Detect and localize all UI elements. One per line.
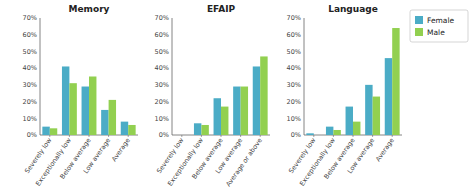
bar	[326, 127, 333, 135]
y-tick-label: 20%	[155, 98, 169, 106]
x-tick	[372, 135, 373, 137]
legend-swatch	[415, 28, 423, 36]
bar	[109, 100, 116, 135]
bar	[253, 66, 260, 135]
bar	[194, 123, 201, 135]
bar	[174, 135, 181, 136]
bar	[333, 130, 340, 135]
bar	[101, 110, 108, 135]
y-tick-label: 40%	[23, 64, 37, 72]
y-tick-label: 60%	[23, 31, 37, 39]
bar	[233, 87, 240, 135]
legend: Female Male	[410, 10, 468, 42]
x-tick-label: Low average	[82, 137, 112, 176]
bar	[365, 85, 372, 135]
panel: Memory0%10%20%30%40%50%60%70%Severely lo…	[23, 4, 138, 188]
bar	[346, 107, 353, 135]
panel: EFAIP0%10%20%30%40%50%60%70%Severely low…	[155, 4, 270, 188]
x-tick	[181, 135, 182, 137]
y-tick-label: 50%	[155, 48, 169, 56]
bar	[62, 66, 69, 135]
bar	[392, 28, 399, 135]
x-tick	[128, 135, 129, 137]
bar	[221, 107, 228, 135]
x-tick-label: Low average	[346, 137, 376, 176]
x-tick	[69, 135, 70, 137]
bars	[306, 28, 399, 135]
y-tick-label: 40%	[155, 64, 169, 72]
y-tick-label: 70%	[155, 14, 169, 22]
y-tick-label: 20%	[23, 98, 37, 106]
y-axis	[40, 18, 41, 135]
y-tick-label: 50%	[23, 48, 37, 56]
x-tick-label: Average	[110, 137, 132, 163]
title: Language	[328, 4, 378, 14]
bar	[260, 56, 267, 135]
y-tick-label: 0%	[159, 131, 169, 139]
bar	[182, 135, 189, 136]
y-tick-label: 70%	[287, 14, 301, 22]
y-tick-label: 60%	[155, 31, 169, 39]
x-tick-label: Average or above	[224, 137, 263, 189]
y-tick-label: 60%	[287, 31, 301, 39]
y-tick-label: 30%	[23, 81, 37, 89]
bar	[69, 83, 76, 135]
x-tick	[260, 135, 261, 137]
figure: Memory0%10%20%30%40%50%60%70%Severely lo…	[0, 0, 474, 191]
legend-label: Male	[427, 28, 445, 37]
y-tick-label: 0%	[291, 131, 301, 139]
y-tick-label: 30%	[287, 81, 301, 89]
bars	[42, 66, 135, 135]
bar	[128, 125, 135, 135]
y-tick-label: 0%	[27, 131, 37, 139]
bar	[214, 98, 221, 135]
y-tick-label: 10%	[287, 115, 301, 123]
y-tick-label: 40%	[287, 64, 301, 72]
panel: Language0%10%20%30%40%50%60%70%Severely …	[287, 4, 402, 188]
bar	[385, 58, 392, 135]
x-tick	[49, 135, 50, 137]
bar	[373, 97, 380, 135]
y-tick-label: 20%	[287, 98, 301, 106]
bar	[89, 77, 96, 136]
legend-label: Female	[427, 16, 455, 25]
y-axis	[304, 18, 305, 135]
y-tick-label: 50%	[287, 48, 301, 56]
x-tick	[333, 135, 334, 137]
bar	[42, 127, 49, 135]
bar	[353, 122, 360, 135]
title: EFAIP	[207, 4, 236, 14]
x-tick	[108, 135, 109, 137]
y-tick-label: 10%	[155, 115, 169, 123]
x-tick	[240, 135, 241, 137]
bar	[121, 122, 128, 135]
bars	[194, 56, 268, 135]
x-tick-label: Average	[374, 137, 396, 163]
y-tick-label: 30%	[155, 81, 169, 89]
x-tick	[313, 135, 314, 137]
x-tick	[392, 135, 393, 137]
y-tick-label: 10%	[23, 115, 37, 123]
bar	[241, 87, 248, 135]
x-tick	[89, 135, 90, 137]
y-axis	[172, 18, 173, 135]
bar	[201, 125, 208, 135]
x-tick	[201, 135, 202, 137]
legend-frame	[410, 10, 468, 42]
x-tick	[221, 135, 222, 137]
y-tick-label: 70%	[23, 14, 37, 22]
bar	[50, 128, 57, 135]
legend-swatch	[415, 16, 423, 24]
bar	[82, 87, 89, 135]
bar	[314, 135, 321, 136]
title: Memory	[69, 4, 110, 14]
x-tick	[353, 135, 354, 137]
bar	[306, 133, 313, 135]
